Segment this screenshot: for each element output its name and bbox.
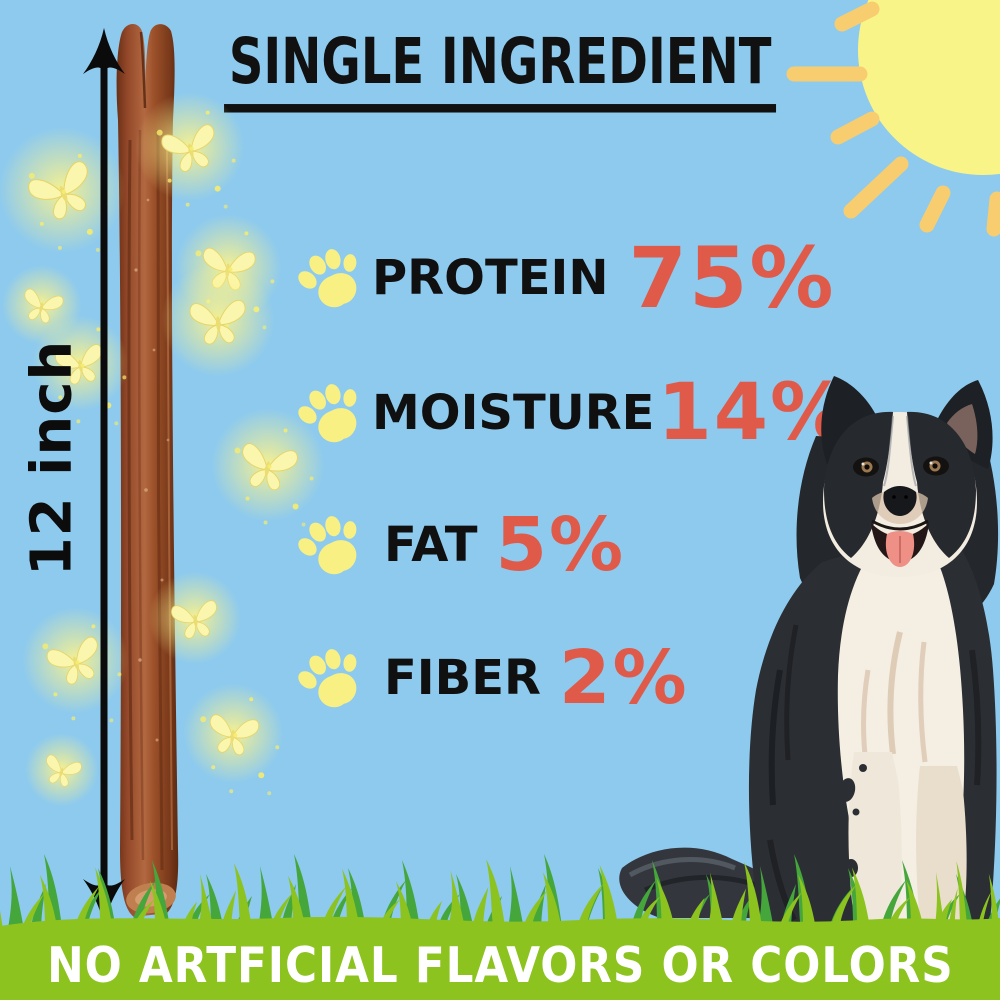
butterfly-icon <box>114 71 266 223</box>
measurement-arrow <box>83 28 125 925</box>
header: SINGLE INGREDIENT <box>0 23 1000 113</box>
sun-rays-icon <box>786 1 1000 237</box>
grass-strip <box>0 854 1000 941</box>
nutrient-label: FIBER <box>384 650 541 706</box>
butterfly-icon <box>11 719 113 821</box>
nutrient-label: MOISTURE <box>372 385 655 441</box>
length-label: 12 inch <box>19 339 85 577</box>
paw-icon <box>285 633 376 724</box>
butterfly-icon <box>163 663 303 803</box>
paw-icon <box>285 368 376 459</box>
dog-illustration <box>619 376 999 929</box>
butterfly-icon <box>189 386 347 544</box>
nutrient-value: 2% <box>558 635 689 721</box>
nutrient-label: PROTEIN <box>372 250 609 306</box>
nutrient-label: FAT <box>384 517 478 573</box>
page-title: SINGLE INGREDIENT <box>223 23 777 113</box>
paw-icon <box>285 233 376 324</box>
butterfly-icon <box>13 296 147 430</box>
butterfly-icon <box>1 586 149 734</box>
butterfly-icon <box>130 553 260 683</box>
nutrition-row-fat: FAT 5% <box>296 495 625 595</box>
nutrition-row-protein: PROTEIN 75% <box>296 228 836 328</box>
nutrition-row-fiber: FIBER 2% <box>296 628 689 728</box>
nutrient-value: 75% <box>628 229 836 327</box>
bottom-banner: NO ARTFICIAL FLAVORS OR COLORS <box>0 930 1000 1000</box>
butterfly-icon <box>139 241 297 399</box>
paw-icon <box>285 500 376 591</box>
nutrient-value: 5% <box>495 502 626 588</box>
butterfly-icon <box>0 102 150 278</box>
banner-text: NO ARTFICIAL FLAVORS OR COLORS <box>46 936 954 994</box>
